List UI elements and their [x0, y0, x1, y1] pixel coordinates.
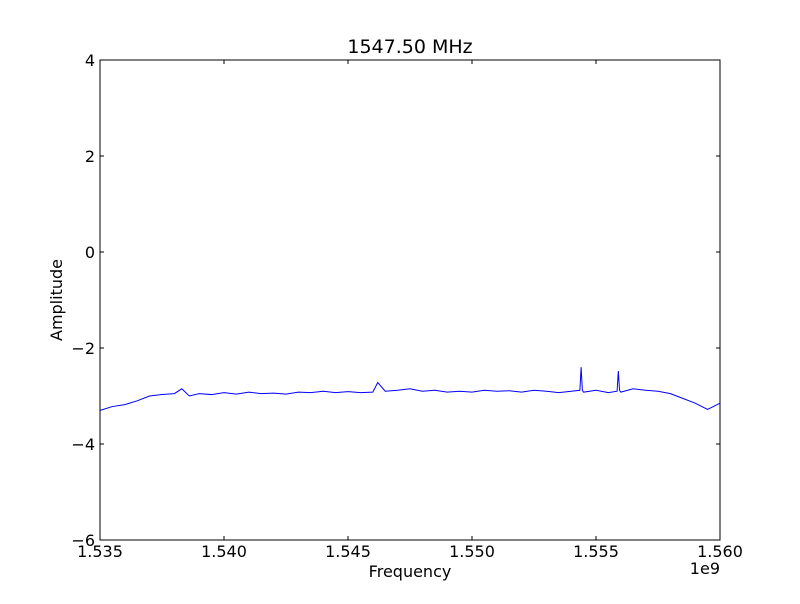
x-tick-label: 1.560: [697, 542, 743, 561]
plot-data-layer: [99, 367, 721, 411]
y-tick-label: −2: [71, 339, 95, 358]
x-tick-label: 1.535: [77, 542, 123, 561]
x-axis-ticks: 1.535 1.540 1.545 1.550 1.555 1.560: [77, 60, 743, 561]
x-tick-label: 1.545: [325, 542, 371, 561]
x-axis-offset-label: 1e9: [690, 559, 720, 578]
plot-frame: [99, 59, 721, 541]
y-axis-ticks: −6 −4 −2 0 2 4: [71, 51, 720, 550]
x-axis-label: Frequency: [369, 562, 452, 581]
y-tick-label: 2: [85, 147, 95, 166]
y-axis-label: Amplitude: [47, 259, 66, 341]
x-tick-label: 1.555: [573, 542, 619, 561]
y-tick-label: −4: [71, 435, 95, 454]
series-line-0: [99, 367, 721, 411]
y-tick-label: −6: [71, 531, 95, 550]
y-tick-label: 0: [85, 243, 95, 262]
chart-title: 1547.50 MHz: [347, 36, 472, 58]
x-tick-label: 1.540: [201, 542, 247, 561]
x-tick-label: 1.550: [449, 542, 495, 561]
y-tick-label: 4: [85, 51, 95, 70]
